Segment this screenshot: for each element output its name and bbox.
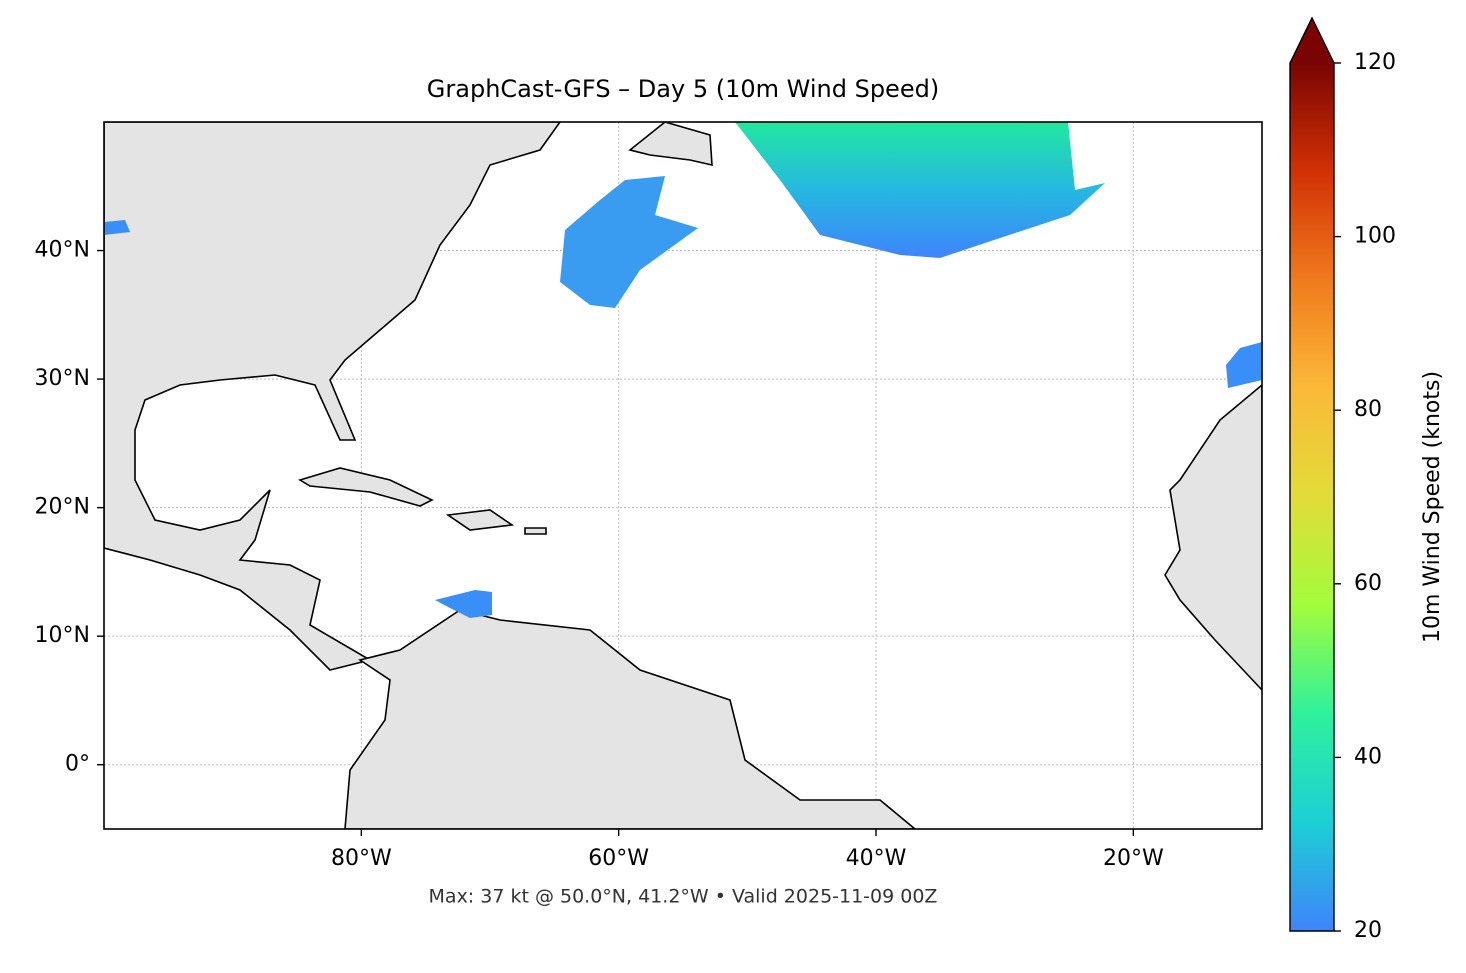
colorbar: 20 40 60 80 100 120 10m Wind Speed (knots) [1289, 16, 1445, 943]
wind-area [104, 220, 130, 235]
colorbar-tick-label: 40 [1354, 744, 1382, 769]
land [1164, 383, 1262, 692]
land [628, 122, 713, 167]
colorbar-tick-label: 20 [1354, 918, 1382, 943]
colorbar-tick-label: 100 [1354, 224, 1396, 249]
plot-frame [103, 121, 1263, 830]
map [104, 122, 1262, 829]
land [298, 467, 434, 507]
land [104, 122, 561, 671]
colorbar-extend [1290, 18, 1334, 63]
x-tick-label: 80°W [331, 846, 392, 871]
colorbar-frame [1289, 16, 1335, 932]
land [344, 609, 917, 829]
colorbar-tick-label: 80 [1354, 397, 1382, 422]
footnote: Max: 37 kt @ 50.0°N, 41.2°W • Valid 2025… [429, 886, 938, 908]
y-tick-label: 10°N [35, 623, 90, 648]
colorbar-scale [1290, 63, 1334, 931]
land [445, 509, 515, 531]
x-tick-label: 20°W [1103, 846, 1164, 871]
y-tick-label: 30°N [35, 366, 90, 391]
wind-area [1226, 342, 1262, 388]
colorbar-tick-label: 60 [1354, 571, 1382, 596]
colorbar-label: 10m Wind Speed (knots) [1420, 371, 1445, 643]
wind-area [435, 590, 492, 618]
x-tick-label: 40°W [846, 846, 907, 871]
colorbar-tick-label: 120 [1354, 50, 1396, 75]
y-tick-label: 20°N [35, 495, 90, 520]
chart-title: GraphCast-GFS – Day 5 (10m Wind Speed) [427, 75, 939, 103]
y-tick-label: 40°N [35, 238, 90, 263]
land [524, 527, 547, 535]
x-tick-label: 60°W [588, 846, 649, 871]
y-tick-label: 0° [65, 752, 90, 777]
wind-area [735, 122, 1105, 258]
wind-area [560, 176, 698, 308]
